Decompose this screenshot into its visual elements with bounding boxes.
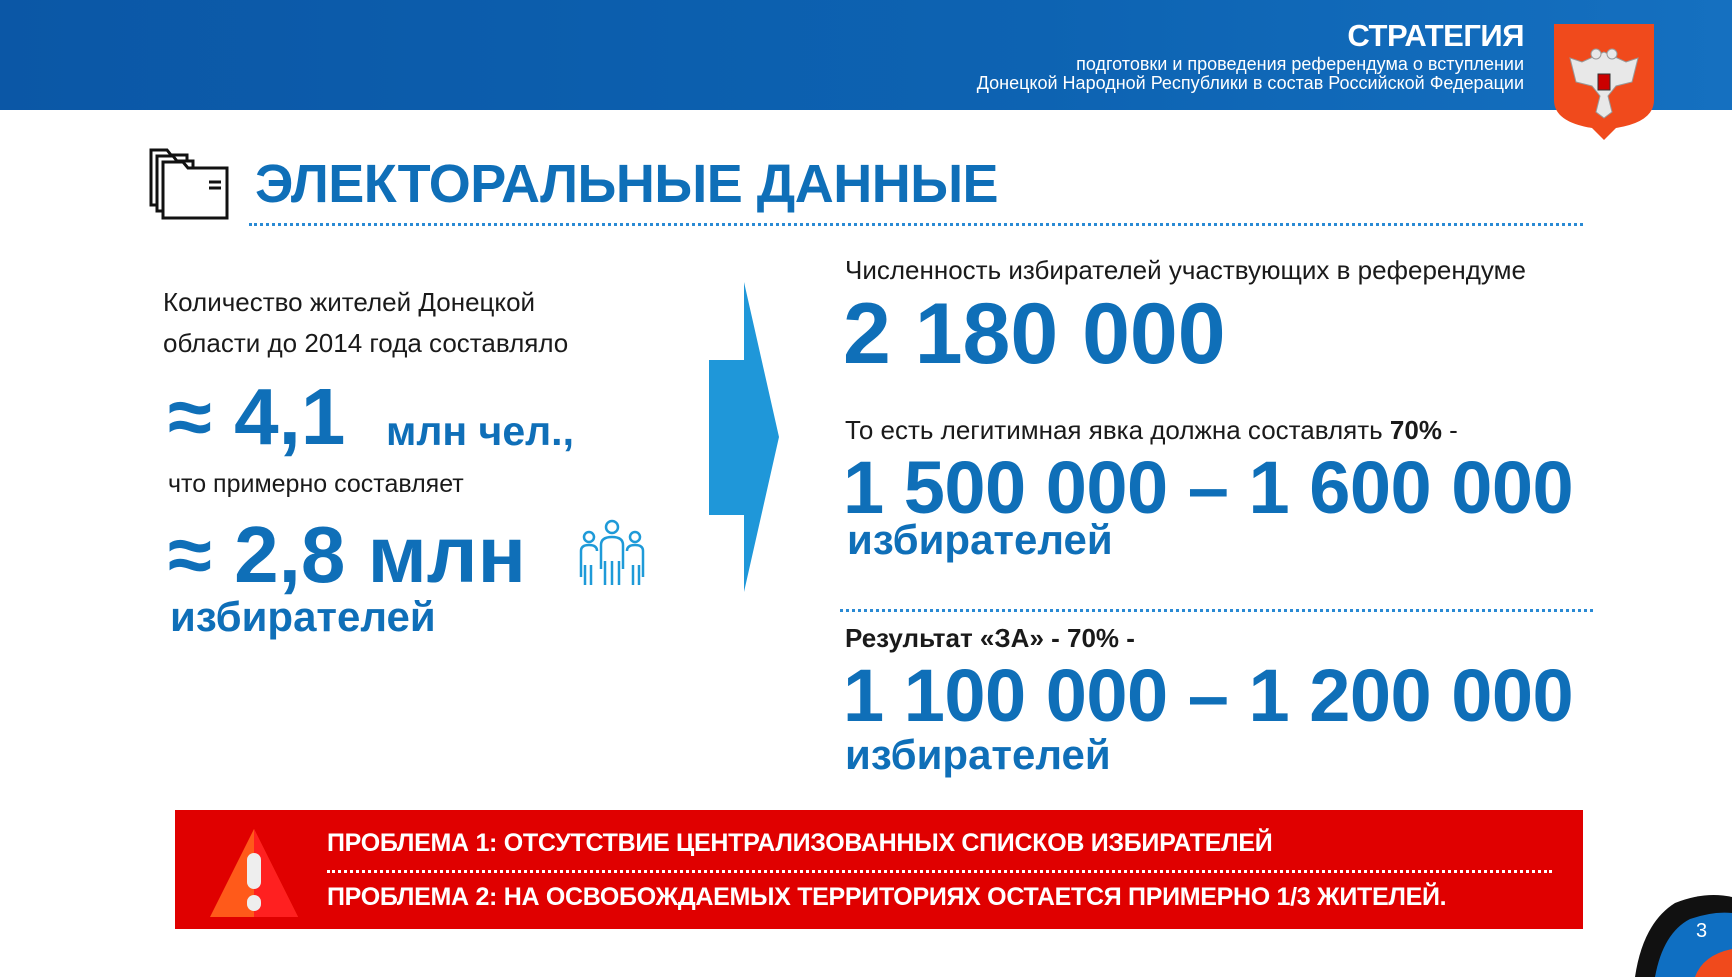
page-number: 3 [1696, 920, 1708, 942]
problem-1: ПРОБЛЕМА 1: ОТСУТСТВИЕ ЦЕНТРАЛИЗОВАННЫХ … [327, 829, 1273, 857]
result-range: 1 100 000 – 1 200 000 [843, 654, 1574, 737]
turnout-range: 1 500 000 – 1 600 000 [843, 446, 1574, 529]
arrow-right-icon [709, 282, 779, 592]
warning-divider [327, 870, 1552, 873]
folders-icon [149, 148, 229, 220]
page-corner-decoration [1635, 895, 1732, 977]
voters-estimate-unit: избирателей [170, 593, 436, 640]
voters-count-value: 2 180 000 [843, 286, 1226, 382]
result-divider [840, 609, 1593, 612]
voters-estimate-value: ≈ 2,8 млн [168, 510, 526, 599]
coat-of-arms-icon [1554, 24, 1654, 140]
people-icon [579, 519, 645, 585]
header-title: СТРАТЕГИЯ [1347, 18, 1524, 53]
population-value: ≈ 4,1 [168, 372, 346, 461]
header-banner [0, 0, 1732, 110]
header-subtitle-1: подготовки и проведения референдума о вс… [1076, 54, 1524, 74]
turnout-unit: избирателей [847, 516, 1113, 563]
population-unit: млн чел., [386, 408, 574, 454]
intro-line-1: Количество жителей Донецкой [163, 287, 536, 317]
turnout-percent: 70% [1389, 415, 1442, 445]
page-title: ЭЛЕКТОРАЛЬНЫЕ ДАННЫЕ [255, 154, 999, 214]
connector-text: что примерно составляет [168, 470, 464, 498]
problem-2: ПРОБЛЕМА 2: НА ОСВОБОЖДАЕМЫХ ТЕРРИТОРИЯХ… [327, 883, 1447, 911]
voters-count-label: Численность избирателей участвующих в ре… [845, 255, 1526, 285]
turnout-suffix: - [1441, 415, 1458, 445]
header-subtitle-2: Донецкой Народной Республики в состав Ро… [976, 73, 1524, 93]
intro-line-2: области до 2014 года составляло [163, 328, 569, 358]
turnout-label: То есть легитимная явка должна составлят… [845, 415, 1458, 446]
title-divider [249, 223, 1583, 226]
result-label: Результат «ЗА» - 70% - [845, 623, 1135, 653]
result-unit: избирателей [845, 731, 1111, 778]
turnout-text: То есть легитимная явка должна составлят… [845, 415, 1390, 445]
warning-icon [210, 829, 298, 917]
warning-box [175, 810, 1583, 929]
